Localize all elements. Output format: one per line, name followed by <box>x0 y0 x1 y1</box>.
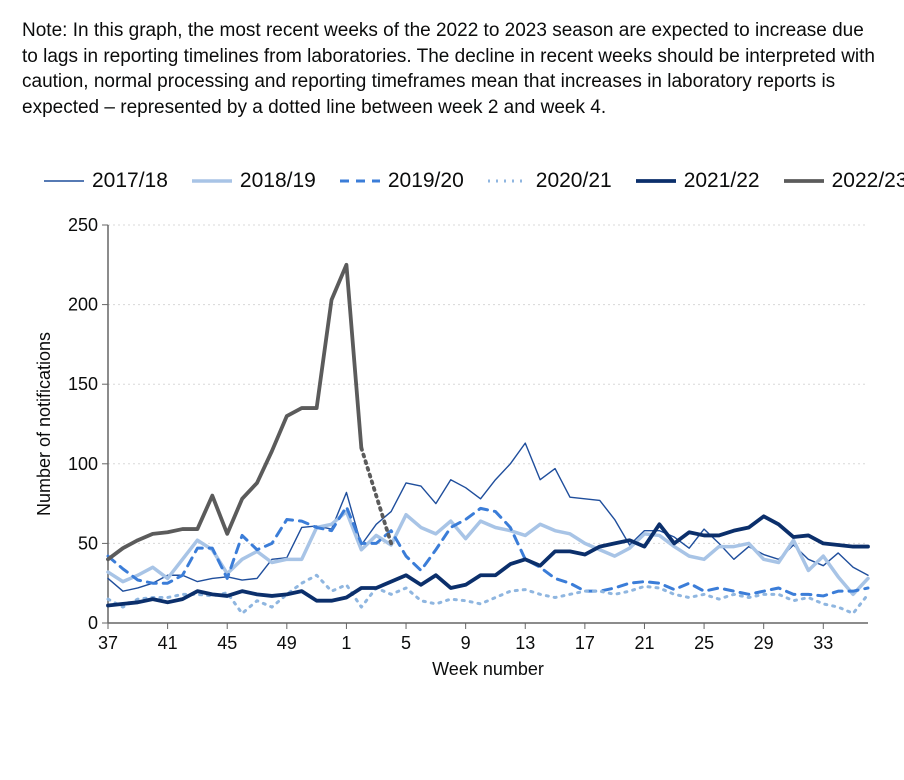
legend-item: 2020/21 <box>488 169 612 193</box>
y-tick-label: 50 <box>78 533 98 553</box>
legend-swatch <box>44 173 84 189</box>
chart-container: 2017/182018/192019/202020/212021/222022/… <box>22 169 882 685</box>
x-tick-label: 5 <box>401 633 411 653</box>
legend-swatch <box>784 173 824 189</box>
legend-swatch <box>636 173 676 189</box>
legend: 2017/182018/192019/202020/212021/222022/… <box>22 169 882 193</box>
legend-label: 2018/19 <box>240 169 316 193</box>
x-tick-label: 1 <box>341 633 351 653</box>
x-tick-label: 33 <box>813 633 833 653</box>
y-tick-label: 0 <box>88 613 98 633</box>
x-tick-label: 25 <box>694 633 714 653</box>
legend-item: 2018/19 <box>192 169 316 193</box>
legend-item: 2019/20 <box>340 169 464 193</box>
x-tick-label: 49 <box>277 633 297 653</box>
legend-label: 2022/23 <box>832 169 904 193</box>
legend-item: 2021/22 <box>636 169 760 193</box>
note-text: Note: In this graph, the most recent wee… <box>22 18 882 121</box>
legend-item: 2017/18 <box>44 169 168 193</box>
x-tick-label: 45 <box>217 633 237 653</box>
y-tick-label: 200 <box>68 294 98 314</box>
series-line <box>108 516 868 605</box>
x-tick-label: 29 <box>754 633 774 653</box>
x-tick-label: 13 <box>515 633 535 653</box>
y-tick-label: 100 <box>68 453 98 473</box>
series-line-dotted <box>361 447 391 543</box>
legend-item: 2022/23 <box>784 169 904 193</box>
x-tick-label: 21 <box>634 633 654 653</box>
legend-swatch <box>340 173 380 189</box>
x-tick-label: 37 <box>98 633 118 653</box>
series-line <box>108 264 361 559</box>
legend-label: 2019/20 <box>388 169 464 193</box>
x-tick-label: 41 <box>158 633 178 653</box>
legend-label: 2021/22 <box>684 169 760 193</box>
legend-label: 2020/21 <box>536 169 612 193</box>
line-chart: 0 50 100 150 200 250 37 41 45 49 1 5 9 13 17 21 25 29 33 Nu… <box>22 215 882 685</box>
x-axis-label: Week number <box>432 659 544 679</box>
x-tick-label: 17 <box>575 633 595 653</box>
y-axis-label: Number of notifications <box>34 332 54 516</box>
legend-swatch <box>488 173 528 189</box>
legend-label: 2017/18 <box>92 169 168 193</box>
y-tick-label: 150 <box>68 374 98 394</box>
y-tick-label: 250 <box>68 215 98 235</box>
x-tick-label: 9 <box>461 633 471 653</box>
legend-swatch <box>192 173 232 189</box>
